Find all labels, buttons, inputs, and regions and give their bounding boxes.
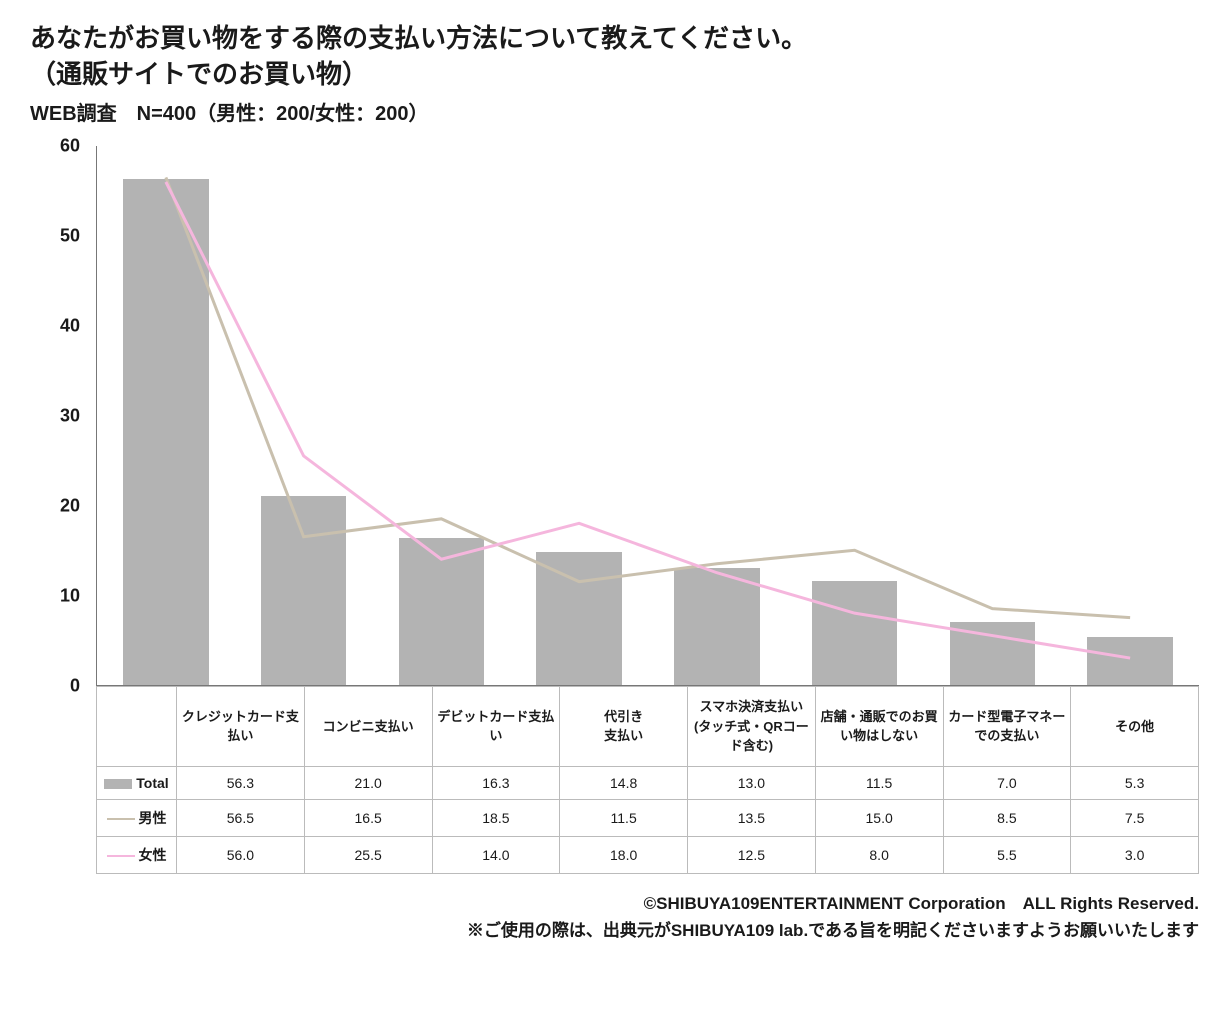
data-cell: 16.3 [432, 766, 560, 799]
data-cell: 3.0 [1071, 836, 1199, 873]
female-line [166, 182, 1130, 658]
y-axis: 0102030405060 [50, 146, 90, 686]
y-tick: 20 [60, 495, 80, 516]
data-cell: 18.0 [560, 836, 688, 873]
data-cell: 15.0 [815, 799, 943, 836]
y-tick: 50 [60, 225, 80, 246]
y-tick: 0 [70, 675, 80, 696]
data-cell: 56.0 [177, 836, 305, 873]
y-tick: 10 [60, 585, 80, 606]
female-label: 女性 [139, 847, 167, 863]
female-legend-icon [107, 855, 135, 857]
table-header-row: クレジットカード支払いコンビニ支払いデビットカード支払い代引き支払いスマホ決済支… [97, 686, 1199, 766]
table-corner [97, 686, 177, 766]
data-cell: 5.5 [943, 836, 1071, 873]
y-tick: 30 [60, 405, 80, 426]
data-cell: 13.0 [688, 766, 816, 799]
chart-container: 0102030405060 クレジットカード支払いコンビニ支払いデビットカード支… [60, 146, 1199, 874]
category-header: 店舗・通販でのお買い物はしない [815, 686, 943, 766]
category-header: クレジットカード支払い [177, 686, 305, 766]
data-cell: 14.8 [560, 766, 688, 799]
data-cell: 25.5 [304, 836, 432, 873]
data-cell: 56.5 [177, 799, 305, 836]
plot-area [96, 146, 1199, 686]
data-cell: 18.5 [432, 799, 560, 836]
total-label: Total [136, 775, 168, 791]
category-header: カード型電子マネーでの支払い [943, 686, 1071, 766]
data-table: クレジットカード支払いコンビニ支払いデビットカード支払い代引き支払いスマホ決済支… [96, 686, 1199, 874]
category-header: その他 [1071, 686, 1199, 766]
data-cell: 12.5 [688, 836, 816, 873]
data-cell: 14.0 [432, 836, 560, 873]
chart-title: あなたがお買い物をする際の支払い方法について教えてください。（通販サイトでのお買… [30, 20, 1199, 93]
row-label-male: 男性 [97, 799, 177, 836]
footer: ©SHIBUYA109ENTERTAINMENT Corporation ALL… [30, 890, 1199, 944]
data-cell: 5.3 [1071, 766, 1199, 799]
data-cell: 56.3 [177, 766, 305, 799]
male-legend-icon [107, 818, 135, 820]
data-cell: 11.5 [815, 766, 943, 799]
category-header: コンビニ支払い [304, 686, 432, 766]
table-row-male: 男性 56.516.518.511.513.515.08.57.5 [97, 799, 1199, 836]
category-header: スマホ決済支払い(タッチ式・QRコード含む) [688, 686, 816, 766]
attribution-note: ※ご使用の際は、出典元がSHIBUYA109 lab.である旨を明記くださいます… [30, 917, 1199, 944]
data-cell: 7.0 [943, 766, 1071, 799]
y-tick: 40 [60, 315, 80, 336]
table-row-total: Total 56.321.016.314.813.011.57.05.3 [97, 766, 1199, 799]
chart-subtitle: WEB調査 N=400（男性：200/女性：200） [30, 97, 1199, 126]
category-header: 代引き支払い [560, 686, 688, 766]
data-cell: 8.5 [943, 799, 1071, 836]
row-label-total: Total [97, 766, 177, 799]
line-layer [97, 146, 1199, 685]
data-cell: 21.0 [304, 766, 432, 799]
male-label: 男性 [139, 810, 167, 826]
data-cell: 13.5 [688, 799, 816, 836]
copyright-text: ©SHIBUYA109ENTERTAINMENT Corporation ALL… [30, 890, 1199, 917]
data-cell: 8.0 [815, 836, 943, 873]
data-cell: 16.5 [304, 799, 432, 836]
total-legend-icon [104, 779, 132, 789]
row-label-female: 女性 [97, 836, 177, 873]
male-line [166, 177, 1130, 617]
y-tick: 60 [60, 135, 80, 156]
data-cell: 7.5 [1071, 799, 1199, 836]
table-row-female: 女性 56.025.514.018.012.58.05.53.0 [97, 836, 1199, 873]
category-header: デビットカード支払い [432, 686, 560, 766]
data-cell: 11.5 [560, 799, 688, 836]
